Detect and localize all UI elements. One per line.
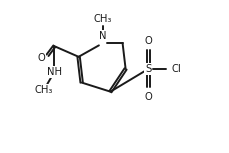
Text: O: O	[144, 92, 152, 102]
Text: O: O	[144, 36, 152, 46]
Text: NH: NH	[47, 67, 62, 77]
Text: CH₃: CH₃	[34, 85, 53, 95]
Text: N: N	[99, 31, 106, 41]
Text: O: O	[37, 53, 45, 63]
Text: Cl: Cl	[171, 64, 181, 74]
Text: S: S	[144, 64, 151, 74]
Text: CH₃: CH₃	[93, 14, 112, 24]
